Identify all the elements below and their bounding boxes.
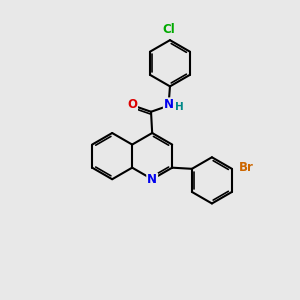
Text: N: N [147, 173, 157, 186]
Text: N: N [164, 98, 174, 111]
Text: Br: Br [238, 161, 253, 174]
Text: O: O [127, 98, 137, 111]
Text: Cl: Cl [162, 22, 175, 35]
Text: H: H [175, 102, 184, 112]
